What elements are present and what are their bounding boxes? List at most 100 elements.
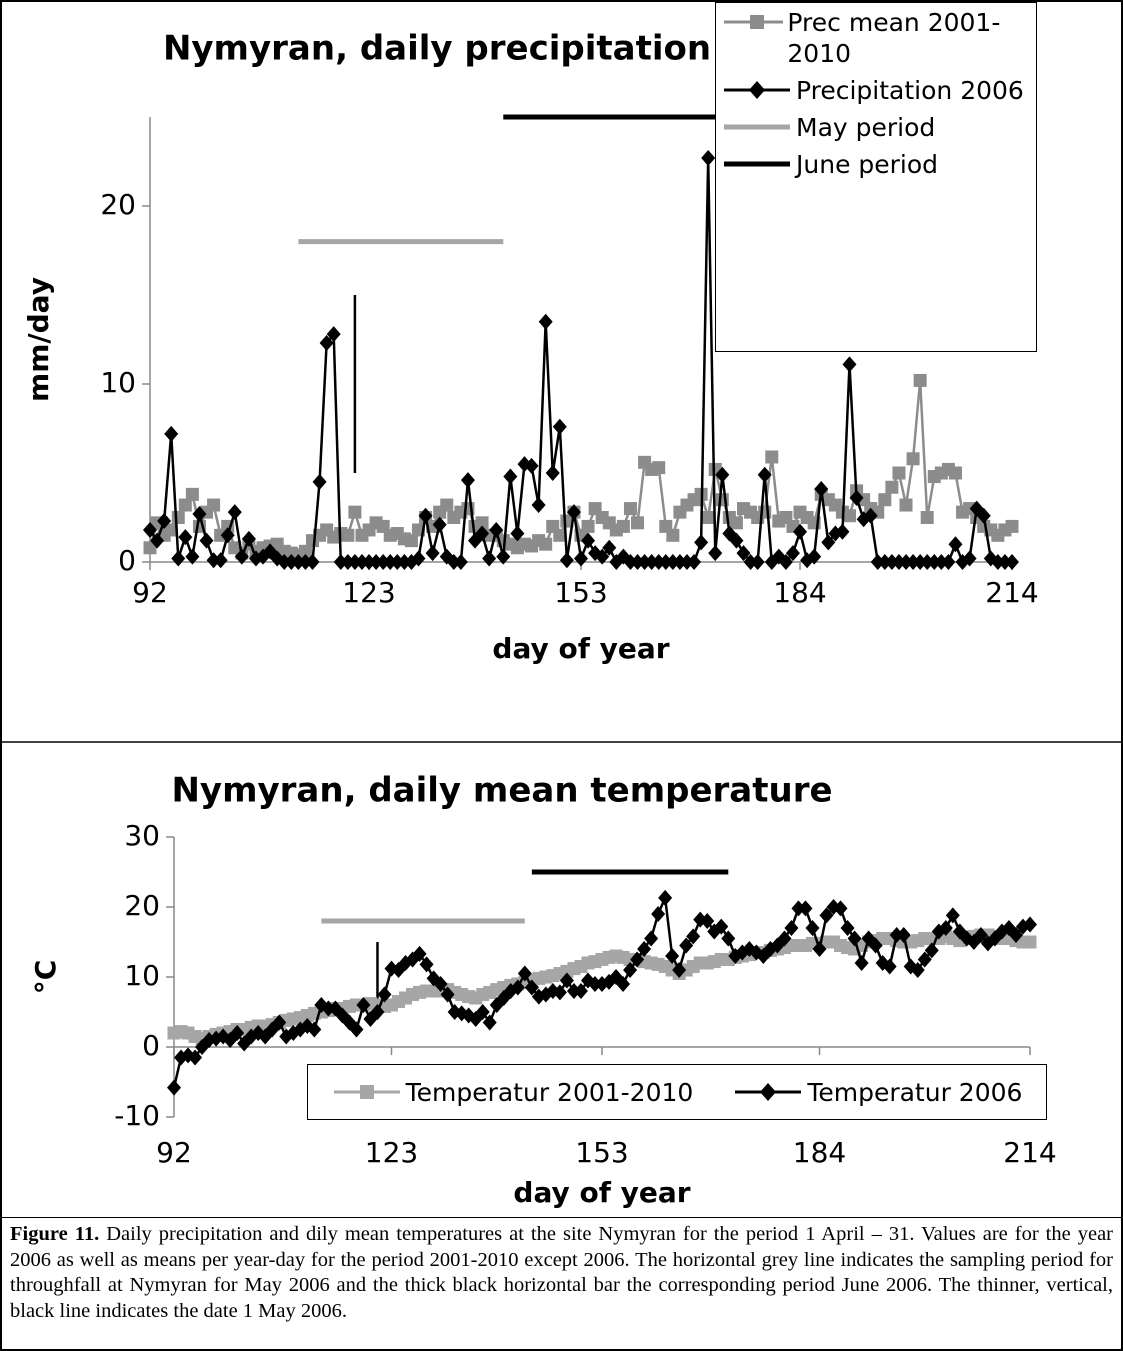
marker <box>475 525 490 542</box>
marker <box>538 313 553 330</box>
marker <box>440 498 454 512</box>
marker <box>623 962 638 978</box>
marker <box>581 532 596 549</box>
markers <box>143 373 1019 562</box>
y-tick-label: 0 <box>142 1029 160 1062</box>
y-axis-title: mm/day <box>22 277 55 402</box>
chart-title: Nymyran, daily mean temperature <box>171 771 832 811</box>
marker <box>460 472 475 489</box>
marker <box>326 326 341 343</box>
marker <box>143 541 157 555</box>
marker <box>920 511 934 524</box>
marker <box>666 528 680 542</box>
marker <box>164 523 178 537</box>
marker <box>849 489 864 506</box>
marker <box>616 519 630 533</box>
marker <box>553 528 567 542</box>
marker <box>581 519 595 533</box>
marker <box>658 554 673 570</box>
marker <box>178 498 192 512</box>
marker <box>990 554 1005 570</box>
marker <box>924 942 939 959</box>
series-line <box>148 380 1013 557</box>
y-tick-label: 30 <box>124 819 160 852</box>
marker <box>812 941 827 957</box>
marker <box>510 525 525 542</box>
marker <box>559 552 574 569</box>
marker <box>539 537 553 551</box>
legend-marker <box>359 1084 374 1099</box>
legend-label: Temperatur 2001-2010 <box>405 1077 694 1107</box>
marker <box>750 554 765 570</box>
marker <box>962 550 977 567</box>
marker <box>277 554 292 570</box>
marker <box>945 907 960 924</box>
marker <box>863 507 878 524</box>
marker <box>976 507 991 524</box>
marker <box>178 529 193 546</box>
marker <box>453 554 468 570</box>
legend-marker <box>760 1082 777 1101</box>
marker <box>821 534 836 551</box>
marker <box>1023 916 1037 933</box>
marker <box>882 958 897 975</box>
marker <box>305 554 320 570</box>
marker <box>573 983 588 999</box>
marker <box>736 545 751 562</box>
marker <box>854 955 869 971</box>
marker <box>701 511 715 524</box>
marker <box>143 521 157 538</box>
x-tick-label: 153 <box>575 1136 628 1169</box>
marker <box>814 481 829 498</box>
marker <box>906 554 921 570</box>
marker <box>672 962 687 978</box>
markers <box>143 149 1019 570</box>
marker <box>729 516 743 530</box>
marker <box>791 900 806 917</box>
x-tick-label: 123 <box>342 576 395 609</box>
marker <box>694 534 709 551</box>
marker <box>234 548 249 565</box>
marker <box>819 907 834 924</box>
marker <box>842 509 856 523</box>
marker <box>651 554 666 570</box>
marker <box>1023 935 1037 949</box>
y-tick-label: 20 <box>124 889 160 922</box>
marker <box>757 466 772 483</box>
marker <box>1015 918 1030 935</box>
marker <box>708 545 723 562</box>
legend-label: Temperatur 2006 <box>807 1077 1023 1107</box>
marker <box>377 986 392 1003</box>
legend-swatch <box>724 161 790 167</box>
marker <box>870 554 885 570</box>
marker <box>877 554 892 570</box>
y-axis-title: °C <box>29 960 62 995</box>
x-tick-label: 184 <box>773 576 826 609</box>
marker <box>503 468 518 485</box>
marker <box>319 335 334 352</box>
marker <box>1008 927 1023 943</box>
marker <box>835 523 850 540</box>
marker <box>896 927 911 943</box>
marker <box>566 983 581 999</box>
marker <box>665 948 680 964</box>
marker <box>878 493 892 507</box>
marker <box>482 550 497 567</box>
marker <box>383 554 398 570</box>
marker <box>517 965 532 982</box>
marker <box>192 505 207 522</box>
marker <box>899 554 914 570</box>
marker <box>973 927 988 943</box>
marker <box>658 889 673 906</box>
marker <box>425 545 440 562</box>
marker <box>785 545 800 562</box>
marker <box>220 527 235 544</box>
legend-item: Precipitation 2006 <box>722 75 1030 106</box>
marker <box>188 1049 203 1066</box>
marker <box>354 554 369 570</box>
marker <box>545 465 560 481</box>
marker <box>784 920 799 936</box>
legend-item: Temperatur 2001-2010 <box>332 1077 694 1108</box>
x-tick-label: 92 <box>132 576 168 609</box>
